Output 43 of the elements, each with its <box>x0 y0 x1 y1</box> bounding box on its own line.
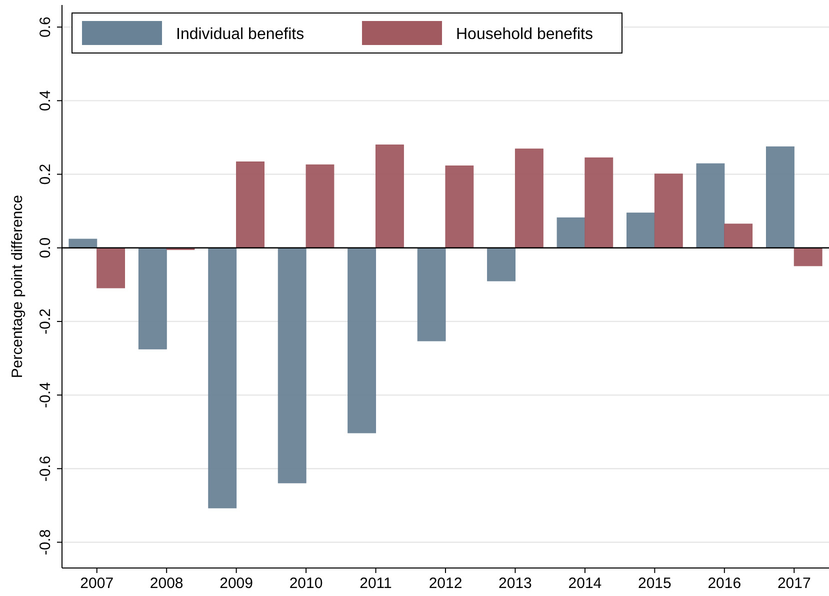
y-axis-title: Percentage point difference <box>9 194 26 378</box>
bar <box>696 163 725 248</box>
x-tick-label: 2008 <box>150 575 184 592</box>
y-tick-label: -0.4 <box>37 382 54 408</box>
legend-label: Individual benefits <box>176 26 304 43</box>
bar <box>487 248 516 282</box>
bar <box>724 224 753 248</box>
bar <box>654 174 683 248</box>
y-tick-label: 0.0 <box>37 237 54 258</box>
y-tick-label: 0.2 <box>37 164 54 185</box>
bar <box>514 148 544 248</box>
bar <box>68 238 98 248</box>
bar <box>208 248 237 508</box>
bar <box>626 212 655 248</box>
y-tick-label: 0.6 <box>37 16 54 38</box>
x-tick-label: 2013 <box>498 575 532 592</box>
x-tick-label: 2015 <box>638 575 672 592</box>
legend-label: Household benefits <box>456 26 593 43</box>
y-tick-label: -0.2 <box>37 308 54 334</box>
x-tick-label: 2007 <box>80 575 114 592</box>
bar <box>766 146 794 248</box>
bar <box>236 162 264 248</box>
bar <box>417 248 446 342</box>
y-tick-label: -0.6 <box>37 456 54 482</box>
bar <box>376 144 404 248</box>
y-tick-label: 0.4 <box>37 90 54 112</box>
bar <box>556 217 586 248</box>
x-tick-label: 2012 <box>428 575 462 592</box>
y-tick-label: -0.8 <box>37 529 54 556</box>
bar <box>348 248 376 434</box>
bar <box>445 166 474 248</box>
bar <box>278 248 306 484</box>
x-tick-label: 2010 <box>289 575 323 592</box>
x-tick-label: 2011 <box>360 575 392 592</box>
x-tick-label: 2009 <box>220 575 254 592</box>
bar <box>794 248 822 266</box>
bar <box>138 248 167 350</box>
x-tick-label: 2016 <box>708 575 742 592</box>
bar <box>584 157 614 248</box>
bar <box>96 248 126 288</box>
bar <box>306 164 334 248</box>
x-tick-label: 2014 <box>568 575 602 592</box>
x-tick-label: 2017 <box>777 575 811 592</box>
